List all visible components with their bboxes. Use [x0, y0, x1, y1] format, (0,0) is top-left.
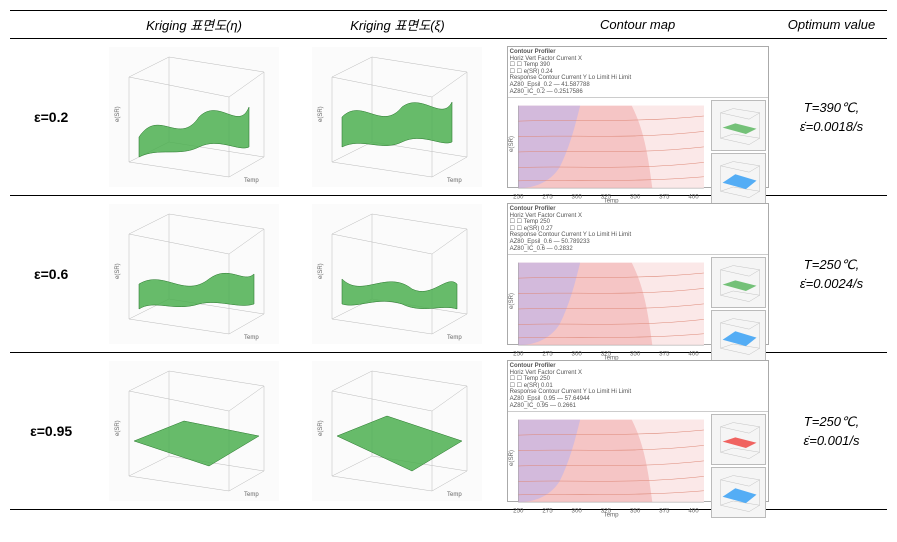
optimum-rate: ε̇=0.0018/s [800, 119, 863, 134]
svg-text:Temp: Temp [447, 178, 462, 184]
svg-text:250: 250 [513, 351, 524, 358]
header-kriging-eta: Kriging 표면도(η) [92, 11, 295, 39]
surface-xi-cell: e(SR) Temp [296, 353, 499, 510]
svg-text:Temp: Temp [244, 335, 259, 341]
row-label: ε=0.95 [10, 353, 92, 510]
svg-text:e(SR): e(SR) [318, 263, 324, 279]
svg-text:Temp: Temp [447, 492, 462, 498]
mini3d-top [711, 257, 766, 308]
svg-text:400: 400 [688, 194, 699, 201]
svg-text:275: 275 [542, 194, 553, 201]
svg-text:300: 300 [571, 351, 582, 358]
results-table: Kriging 표면도(η) Kriging 표면도(ξ) Contour ma… [10, 10, 887, 510]
svg-text:e(SR): e(SR) [115, 420, 121, 436]
header-optimum: Optimum value [776, 11, 887, 39]
contour-title: Contour ProfilerHoriz Vert Factor Curren… [508, 361, 768, 412]
header-contour: Contour map [499, 11, 776, 39]
contour-plot: 250275300325350375400 Temp e(SR) [508, 412, 709, 520]
surface-eta-cell: e(SR) Temp [92, 39, 295, 196]
row-label: ε=0.6 [10, 196, 92, 353]
svg-text:300: 300 [571, 194, 582, 201]
mini3d-bottom [711, 467, 766, 518]
surface-xi-cell: e(SR) Temp [296, 196, 499, 353]
table-row: ε=0.2 e(SR) Temp [10, 39, 887, 196]
surface-eta-cell: e(SR) Temp [92, 353, 295, 510]
contour-mini-panel [709, 98, 768, 206]
svg-text:Temp: Temp [447, 335, 462, 341]
optimum-temp: T=250℃, [804, 414, 859, 429]
optimum-cell: T=250℃, ε̇=0.0024/s [776, 196, 887, 353]
svg-text:e(SR): e(SR) [508, 450, 515, 466]
contour-mini-panel [709, 412, 768, 520]
svg-text:375: 375 [659, 194, 670, 201]
surface-eta-cell: e(SR) Temp [92, 196, 295, 353]
svg-text:400: 400 [688, 351, 699, 358]
optimum-temp: T=390℃, [804, 100, 859, 115]
svg-text:e(SR): e(SR) [318, 420, 324, 436]
svg-text:250: 250 [513, 508, 524, 515]
surface-xi: e(SR) Temp [312, 204, 482, 344]
contour-mini-panel [709, 255, 768, 363]
svg-text:e(SR): e(SR) [115, 106, 121, 122]
svg-text:e(SR): e(SR) [318, 106, 324, 122]
header-kriging-xi: Kriging 표면도(ξ) [296, 11, 499, 39]
surface-xi: e(SR) Temp [312, 47, 482, 187]
svg-text:e(SR): e(SR) [508, 136, 515, 152]
mini3d-top [711, 100, 766, 151]
svg-text:e(SR): e(SR) [115, 263, 121, 279]
surface-eta: e(SR) Temp [109, 47, 279, 187]
mini3d-bottom [711, 153, 766, 204]
svg-text:350: 350 [630, 194, 641, 201]
table-row: ε=0.6 e(SR) Temp [10, 196, 887, 353]
svg-text:Temp: Temp [244, 178, 259, 184]
svg-text:375: 375 [659, 351, 670, 358]
contour-plot: 250275300325350375400 Temp e(SR) [508, 98, 709, 206]
svg-text:250: 250 [513, 194, 524, 201]
svg-text:Temp: Temp [603, 512, 619, 519]
optimum-temp: T=250℃, [804, 257, 859, 272]
contour-panel: Contour ProfilerHoriz Vert Factor Curren… [507, 46, 769, 188]
optimum-cell: T=250℃, ε̇=0.001/s [776, 353, 887, 510]
surface-xi-cell: e(SR) Temp [296, 39, 499, 196]
contour-cell: Contour ProfilerHoriz Vert Factor Curren… [499, 196, 776, 353]
svg-text:275: 275 [542, 351, 553, 358]
contour-panel: Contour ProfilerHoriz Vert Factor Curren… [507, 203, 769, 345]
svg-text:350: 350 [630, 508, 641, 515]
contour-panel: Contour ProfilerHoriz Vert Factor Curren… [507, 360, 769, 502]
svg-text:Temp: Temp [244, 492, 259, 498]
header-blank [10, 11, 92, 39]
optimum-cell: T=390℃, ε̇=0.0018/s [776, 39, 887, 196]
optimum-rate: ε̇=0.0024/s [800, 276, 863, 291]
table-row: ε=0.95 e(SR) Temp [10, 353, 887, 510]
svg-text:e(SR): e(SR) [508, 293, 515, 309]
mini3d-top [711, 414, 766, 465]
surface-eta: e(SR) Temp [109, 361, 279, 501]
surface-xi: e(SR) Temp [312, 361, 482, 501]
contour-cell: Contour ProfilerHoriz Vert Factor Curren… [499, 353, 776, 510]
contour-cell: Contour ProfilerHoriz Vert Factor Curren… [499, 39, 776, 196]
contour-title: Contour ProfilerHoriz Vert Factor Curren… [508, 204, 768, 255]
svg-text:350: 350 [630, 351, 641, 358]
header-row: Kriging 표면도(η) Kriging 표면도(ξ) Contour ma… [10, 11, 887, 39]
svg-text:275: 275 [542, 508, 553, 515]
mini3d-bottom [711, 310, 766, 361]
contour-plot: 250275300325350375400 Temp e(SR) [508, 255, 709, 363]
optimum-rate: ε̇=0.001/s [804, 433, 860, 448]
surface-eta: e(SR) Temp [109, 204, 279, 344]
contour-title: Contour ProfilerHoriz Vert Factor Curren… [508, 47, 768, 98]
row-label: ε=0.2 [10, 39, 92, 196]
svg-text:300: 300 [571, 508, 582, 515]
svg-text:400: 400 [688, 508, 699, 515]
svg-text:375: 375 [659, 508, 670, 515]
